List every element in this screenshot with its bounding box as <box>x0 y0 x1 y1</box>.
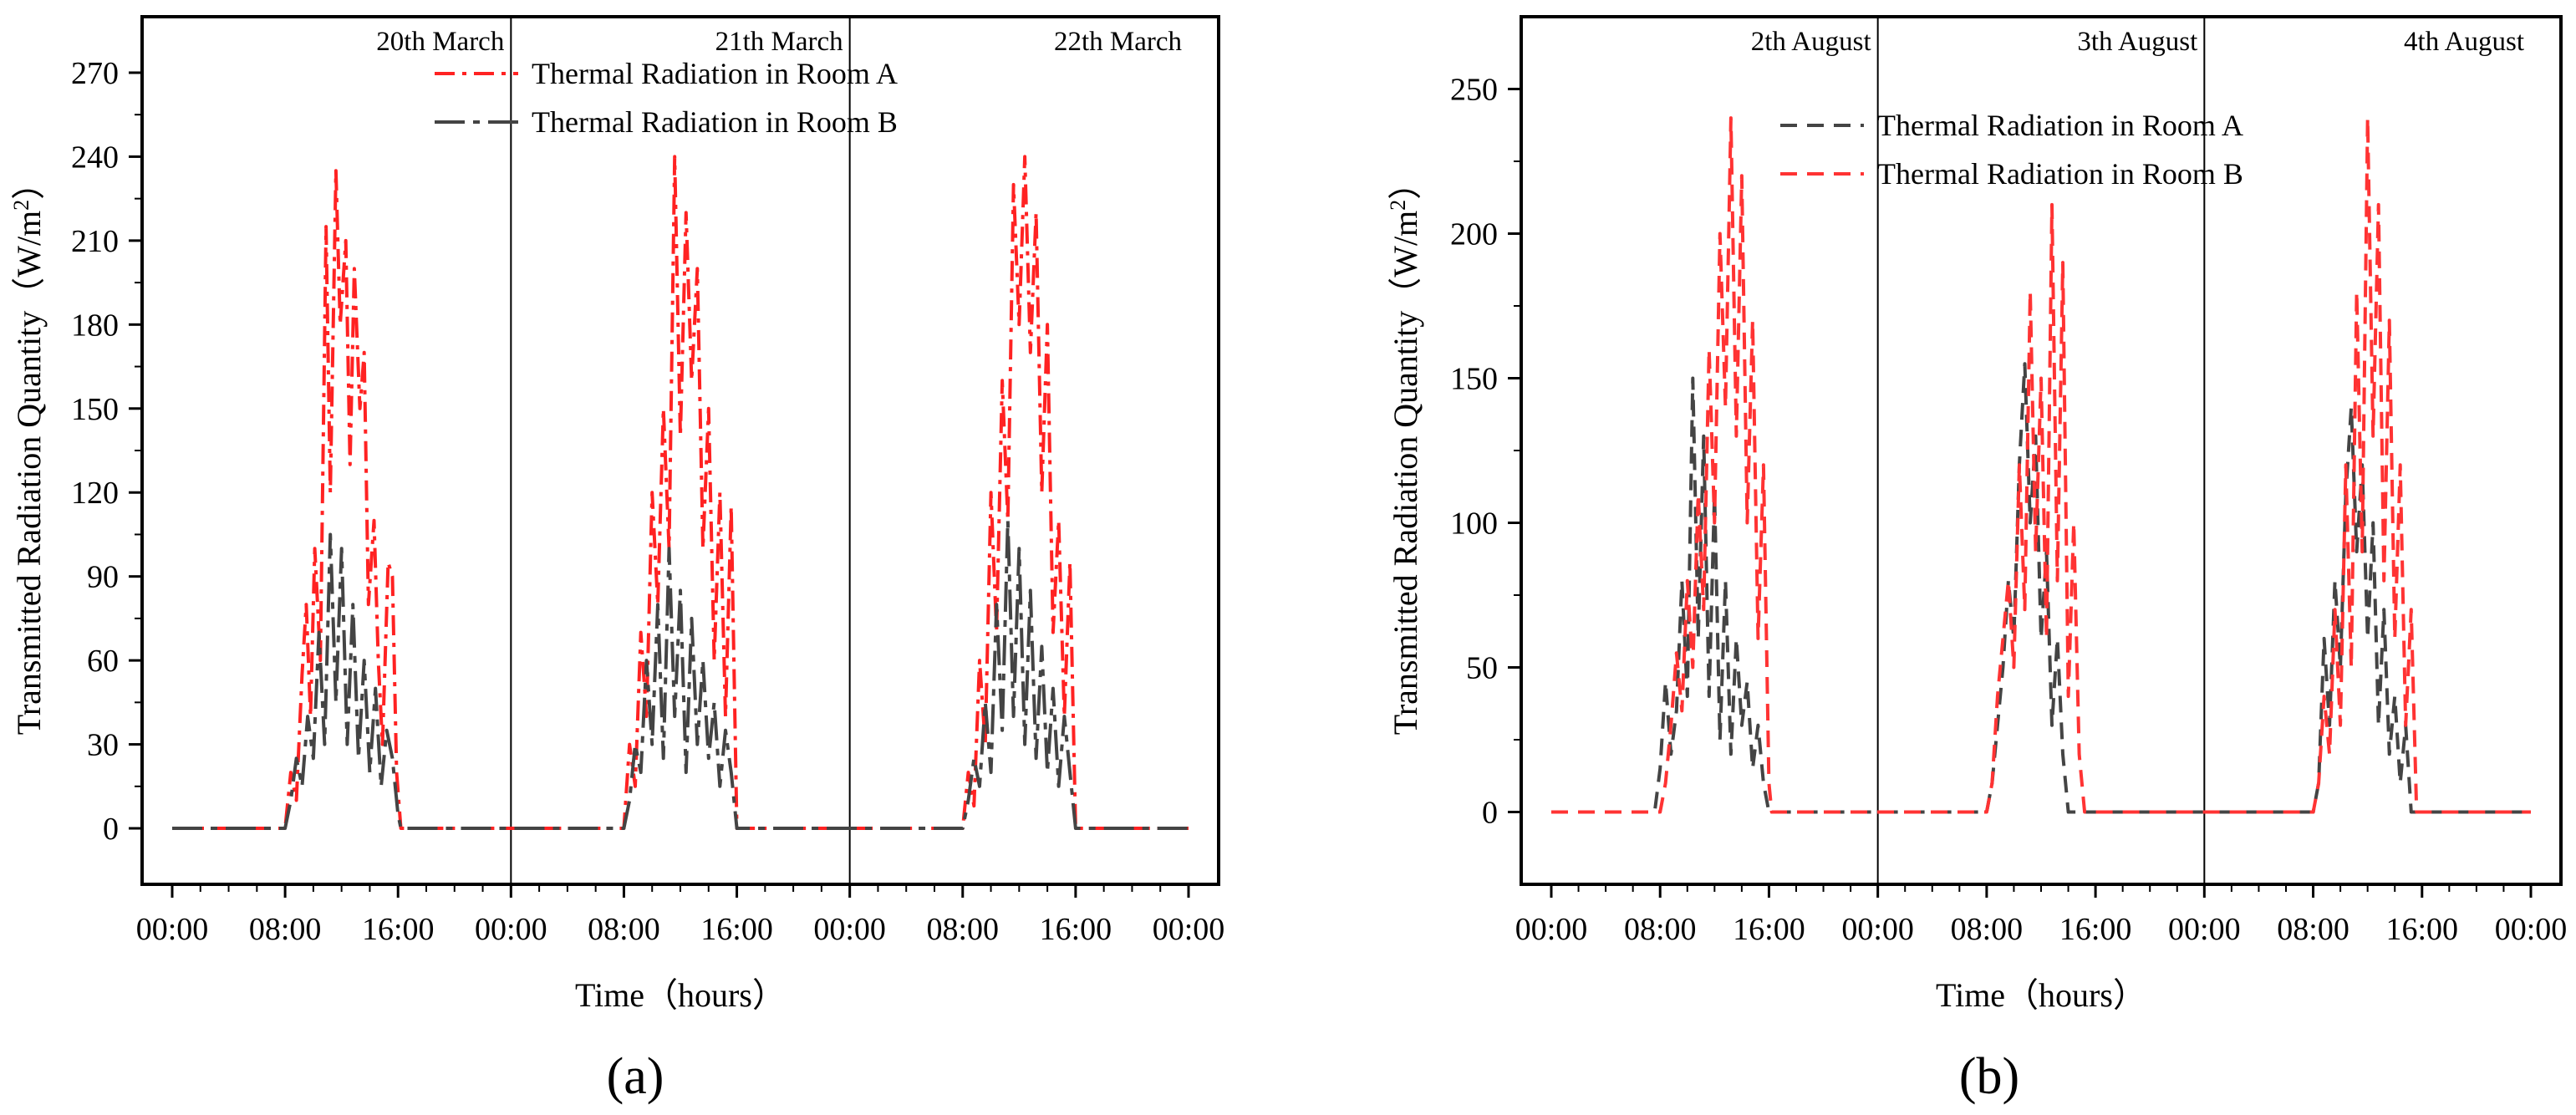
chart-a: 0 30 60 90 120 150 180 210 240 270 00:00 08:00 16:00… <box>9 15 1225 1105</box>
y-tick-label: 100 <box>1450 507 1498 542</box>
y-tick-label: 30 <box>87 728 119 763</box>
chart-b: 0 50 100 150 200 250 00:00 08:00 16:00 00:00 08:00… <box>1386 15 2568 1105</box>
series-line-room-b <box>1551 116 2531 814</box>
y-axis-title: Transmitted Radiation Quantity（W/m2） <box>1386 166 1424 735</box>
y-axis-title-superscript: 2 <box>9 200 33 211</box>
y-axis-title-tail: ） <box>1387 166 1424 200</box>
x-tick-label: 00:00 <box>136 912 209 947</box>
y-tick-label: 250 <box>1450 73 1498 108</box>
x-tick-label: 00:00 <box>813 912 886 947</box>
panel-label: (a) <box>607 1048 664 1105</box>
y-tick-label: 0 <box>103 812 119 847</box>
y-tick-label: 50 <box>1466 651 1498 686</box>
x-tick-label: 16:00 <box>362 912 435 947</box>
x-tick-label: 16:00 <box>1040 912 1112 947</box>
y-tick-label: 240 <box>71 140 119 175</box>
x-tick-label: 08:00 <box>1951 912 2024 947</box>
y-axis-title-superscript: 2 <box>1386 200 1410 211</box>
y-tick-label: 210 <box>71 224 119 259</box>
x-tick-label: 00:00 <box>475 912 547 947</box>
series-line-room-b <box>172 518 1189 830</box>
y-tick-label: 150 <box>71 392 119 427</box>
y-axis-title-main: Transmitted Radiation Quantity（W/m <box>1387 211 1424 735</box>
legend-label: Thermal Radiation in Room B <box>1877 157 2243 191</box>
y-axis-title-tail: ） <box>10 166 48 200</box>
x-axis-title: Time（hours） <box>575 976 786 1014</box>
x-tick-label: 00:00 <box>2495 912 2568 947</box>
y-axis-title-main: Transmitted Radiation Quantity（W/m <box>10 211 48 735</box>
y-tick-label: 180 <box>71 308 119 343</box>
y-tick-label: 120 <box>71 476 119 511</box>
legend-label: Thermal Radiation in Room B <box>532 105 898 139</box>
y-tick-label: 90 <box>87 560 119 595</box>
y-tick-label: 270 <box>71 56 119 91</box>
day-label: 2th August <box>1751 27 1871 57</box>
x-tick-label: 08:00 <box>2277 912 2349 947</box>
y-tick-label: 60 <box>87 644 119 679</box>
day-label: 20th March <box>376 27 505 57</box>
x-tick-label: 16:00 <box>1733 912 1805 947</box>
panel-label: (b) <box>1959 1048 2019 1105</box>
x-tick-label: 08:00 <box>588 912 660 947</box>
x-tick-label: 00:00 <box>2168 912 2241 947</box>
day-label: 3th August <box>2077 27 2197 57</box>
x-tick-label: 16:00 <box>700 912 773 947</box>
day-label: 4th August <box>2404 27 2524 57</box>
y-tick-label: 0 <box>1482 796 1498 831</box>
y-tick-label: 200 <box>1450 217 1498 252</box>
x-tick-label: 08:00 <box>926 912 999 947</box>
legend-label: Thermal Radiation in Room A <box>1877 109 2243 142</box>
x-tick-label: 00:00 <box>1515 912 1588 947</box>
x-tick-label: 08:00 <box>1624 912 1697 947</box>
x-axis-title: Time（hours） <box>1936 976 2146 1014</box>
x-tick-label: 00:00 <box>1153 912 1225 947</box>
day-label: 21th March <box>715 27 844 57</box>
x-tick-label: 08:00 <box>249 912 322 947</box>
day-label: 22th March <box>1054 27 1183 57</box>
plot-frame <box>1520 15 2563 886</box>
y-tick-label: 150 <box>1450 362 1498 397</box>
x-tick-label: 00:00 <box>1841 912 1914 947</box>
x-tick-label: 16:00 <box>2059 912 2132 947</box>
x-tick-label: 16:00 <box>2385 912 2458 947</box>
legend-label: Thermal Radiation in Room A <box>532 57 898 90</box>
y-axis-title: Transmitted Radiation Quantity（W/m2） <box>9 166 48 735</box>
